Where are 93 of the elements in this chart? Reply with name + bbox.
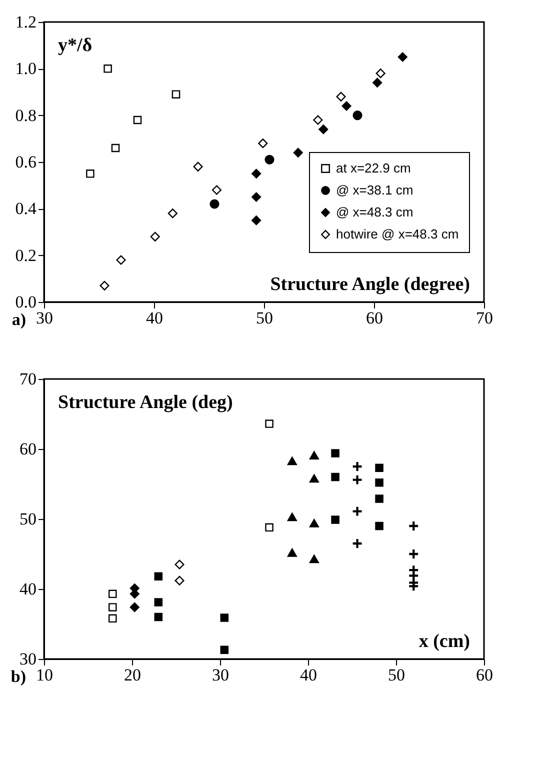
point xyxy=(342,101,352,111)
y-tick-label: 1.2 xyxy=(15,12,36,32)
y-axis-title: y*/δ xyxy=(58,35,92,56)
point xyxy=(100,280,110,290)
point xyxy=(309,451,319,460)
x-tick-label: 40 xyxy=(300,666,317,684)
x-tick-label: 10 xyxy=(36,666,53,684)
point xyxy=(309,474,319,483)
point xyxy=(287,512,297,522)
y-tick-label: 0.8 xyxy=(15,106,36,125)
point xyxy=(264,154,274,164)
point xyxy=(375,494,384,503)
point xyxy=(172,90,180,98)
y-tick-label: 60 xyxy=(20,440,36,458)
x-tick-label: 40 xyxy=(146,308,163,328)
point xyxy=(265,420,274,428)
point xyxy=(352,539,362,548)
point xyxy=(108,590,117,598)
legend-label: at x=22.9 cm xyxy=(336,160,411,176)
point xyxy=(372,78,382,88)
x-tick-label: 50 xyxy=(256,308,273,328)
point xyxy=(154,572,163,581)
point xyxy=(154,598,163,606)
point xyxy=(174,560,184,570)
y-tick-label: 30 xyxy=(20,650,36,668)
text: b) xyxy=(10,667,26,686)
point xyxy=(375,464,384,472)
point xyxy=(130,602,140,612)
y-tick-label: 0.6 xyxy=(15,152,36,172)
point xyxy=(212,185,222,195)
point xyxy=(352,110,362,120)
legend-label: @ x=38.1 cm xyxy=(336,182,414,198)
y-axis-title: Structure Angle (deg) xyxy=(58,392,233,413)
point xyxy=(252,216,262,226)
legend-label: hotwire @ x=48.3 cm xyxy=(336,226,459,242)
point xyxy=(258,138,268,148)
point xyxy=(409,550,418,558)
legend-label: @ x=48.3 cm xyxy=(336,204,414,220)
point xyxy=(287,456,297,466)
y-tick-label: 70 xyxy=(20,370,36,388)
point xyxy=(154,612,163,622)
point xyxy=(293,148,303,158)
y-tick-label: 0.2 xyxy=(15,246,36,265)
x-tick-label: 20 xyxy=(124,666,141,684)
y-tick-label: 0.4 xyxy=(15,199,37,218)
point xyxy=(220,614,229,622)
point xyxy=(318,124,328,134)
x-tick-label: 60 xyxy=(366,308,383,328)
point xyxy=(398,52,408,62)
point xyxy=(133,116,142,124)
x-tick-label: 30 xyxy=(36,308,53,328)
x-tick-label: 60 xyxy=(476,666,493,684)
x-tick-label: 70 xyxy=(476,308,493,328)
point xyxy=(331,472,340,482)
point xyxy=(168,208,178,218)
point xyxy=(409,582,418,591)
x-axis-title: x (cm) xyxy=(418,631,470,652)
point xyxy=(331,516,340,524)
point xyxy=(331,449,340,458)
point xyxy=(220,646,229,654)
y-tick-label: 40 xyxy=(20,580,36,598)
point xyxy=(252,168,262,178)
point xyxy=(86,170,94,178)
point xyxy=(193,162,203,172)
x-tick-label: 50 xyxy=(388,666,405,684)
point xyxy=(352,475,362,484)
x-axis-title: Structure Angle (degree) xyxy=(270,274,470,295)
point xyxy=(287,548,297,557)
y-tick-label: 50 xyxy=(20,510,36,528)
point xyxy=(108,614,117,623)
point xyxy=(116,255,126,265)
point xyxy=(309,518,319,528)
point xyxy=(409,522,418,530)
point xyxy=(174,576,184,586)
point xyxy=(104,64,112,73)
text: a) xyxy=(12,310,26,329)
point xyxy=(352,506,362,516)
point xyxy=(313,115,323,125)
point xyxy=(150,232,160,242)
point xyxy=(265,523,274,532)
point xyxy=(375,522,384,530)
point xyxy=(309,554,319,564)
point xyxy=(336,92,346,102)
point xyxy=(352,462,362,471)
point xyxy=(111,144,120,152)
point xyxy=(210,199,220,209)
point xyxy=(376,68,386,78)
point xyxy=(252,192,262,202)
y-tick-label: 0.0 xyxy=(15,292,36,312)
x-tick-label: 30 xyxy=(212,666,229,684)
point xyxy=(375,478,384,487)
point xyxy=(108,603,117,612)
y-tick-label: 1.0 xyxy=(15,59,36,78)
